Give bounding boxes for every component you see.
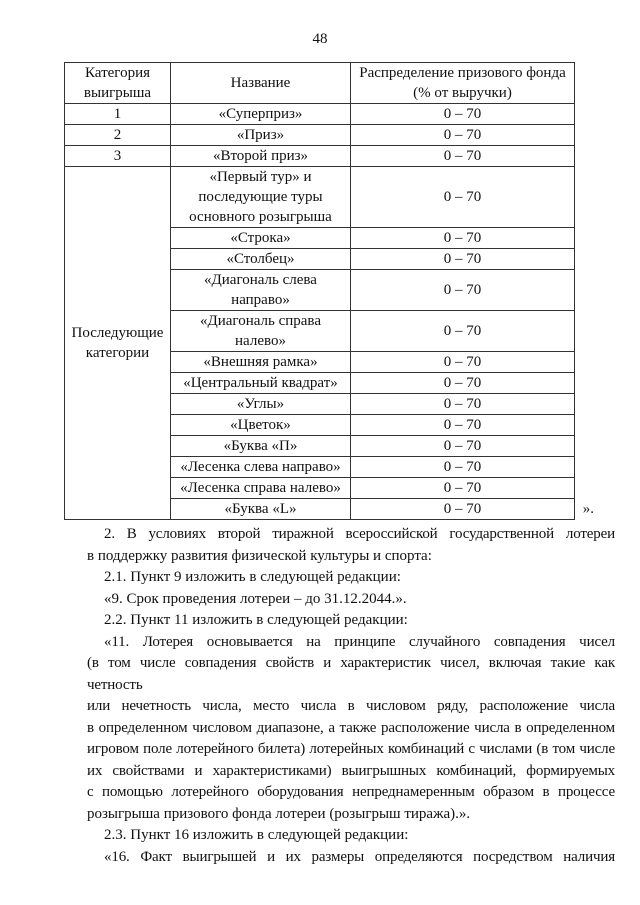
cell-line: «Буква «L» xyxy=(224,501,297,517)
category-cell: 1 xyxy=(64,103,171,125)
table-header-cell: Название xyxy=(170,62,351,104)
category-cell-group: Последующие категории xyxy=(64,166,171,520)
text-line: (в том числе совпадения свойств и характ… xyxy=(87,655,615,693)
cell-line: «Углы» xyxy=(236,396,285,412)
cell-line: «Цветок» xyxy=(230,417,291,433)
name-cell: «Центральный квадрат» xyxy=(170,372,351,394)
text-line: в определенном числовом диапазоне, а так… xyxy=(87,719,615,736)
distribution-cell: 0 – 70 xyxy=(350,124,575,146)
cell-line: «Суперприз» xyxy=(218,106,303,122)
cell-line: «Диагональ слева xyxy=(204,272,317,288)
cell-line: (% от выручки) xyxy=(413,85,512,101)
distribution-cell: 0 – 70 xyxy=(350,435,575,457)
text-line: 2.1. Пункт 9 изложить в следующей редакц… xyxy=(104,569,401,585)
table-header-cell: Категория выигрыша xyxy=(64,62,171,104)
name-cell: «Столбец» xyxy=(170,248,351,270)
distribution-cell: 0 – 70 xyxy=(350,414,575,436)
name-cell: «Цветок» xyxy=(170,414,351,436)
cell-line: выигрыша xyxy=(83,85,152,101)
text-line: «9. Срок проведения лотереи – до 31.12.2… xyxy=(104,590,407,607)
cell-line: «Приз» xyxy=(236,127,285,143)
text-line: или нечетность числа, место числа в числ… xyxy=(87,698,615,714)
prize-table: Категория выигрыша Название Распределение п… xyxy=(64,62,575,520)
cell-line: «Центральный квадрат» xyxy=(183,375,338,391)
text-line: «11. Лотерея основывается на принципе сл… xyxy=(104,633,615,650)
text-line: 2. В условиях второй тиражной всероссийс… xyxy=(104,526,615,542)
cell-line: «Диагональ справа xyxy=(200,313,321,329)
table-row: «Буква «L» 0 – 70 xyxy=(65,498,575,520)
text-line: с помощью лотерейного оборудования непре… xyxy=(87,784,615,800)
distribution-cell: 0 – 70 xyxy=(350,248,575,270)
cell-line: налево» xyxy=(235,333,286,349)
text-line: 2.2. Пункт 11 изложить в следующей редак… xyxy=(104,612,408,628)
category-cell: 3 xyxy=(64,145,171,167)
name-cell: «Приз» xyxy=(170,124,351,146)
cell-line: Последующие xyxy=(71,325,164,341)
distribution-cell: 0 – 70 xyxy=(350,166,575,228)
name-cell: «Лесенка слева направо» xyxy=(170,456,351,478)
name-cell: «Первый тур» и последующие туры основного … xyxy=(170,166,351,228)
distribution-cell: 0 – 70 xyxy=(350,103,575,125)
table-row: Последующие категории «Первый тур» и послед… xyxy=(64,166,575,520)
table-row: 3 «Второй приз» 0 – 70 xyxy=(64,145,575,167)
name-cell: «Углы» xyxy=(170,393,351,415)
distribution-cell: 0 – 70 xyxy=(350,351,575,373)
name-cell: «Суперприз» xyxy=(170,103,351,125)
table-row: 1 «Суперприз» 0 – 70 xyxy=(64,103,575,125)
cell-line: «Столбец» xyxy=(226,251,295,267)
name-cell: «Строка» xyxy=(170,227,351,249)
cell-line: основного розыгрыша xyxy=(189,209,332,225)
cell-line: «Внешняя рамка» xyxy=(203,354,318,370)
distribution-cell: 0 – 70 xyxy=(350,227,575,249)
cell-line: Категория xyxy=(85,65,150,81)
name-cell: «Диагональ слева направо» xyxy=(170,269,351,311)
cell-line: «Лесенка справа налево» xyxy=(180,480,341,496)
distribution-cell: 0 – 70 xyxy=(350,372,575,394)
text-line: игровом поле лотерейного билета) лотерей… xyxy=(87,741,615,757)
cell-line: Название xyxy=(230,75,291,91)
closing-quote: ». xyxy=(582,501,594,517)
cell-line: категории xyxy=(85,345,150,361)
name-cell: «Второй приз» xyxy=(170,145,351,167)
table-row: «Лесенка справа налево» 0 – 70 xyxy=(65,477,575,499)
distribution-cell: 0 – 70 xyxy=(350,498,575,520)
table-header-row: Категория выигрыша Название Распределение п… xyxy=(64,62,575,104)
text-line: розыгрыша призового фонда лотереи (розыг… xyxy=(87,805,471,822)
name-cell: «Буква «П» xyxy=(170,435,351,457)
table-row: 2 «Приз» 0 – 70 xyxy=(64,124,575,146)
text-line: в поддержку развития физической культуры… xyxy=(87,547,432,564)
cell-line: последующие туры xyxy=(198,189,323,205)
cell-line: «Буква «П» xyxy=(223,438,298,454)
table-row: «Цветок» 0 – 70 xyxy=(65,414,575,436)
distribution-cell: 0 – 70 xyxy=(350,393,575,415)
text-line: 2.3. Пункт 16 изложить в следующей редак… xyxy=(104,827,409,843)
text-line: их свойствами и характеристиками) выигры… xyxy=(87,762,615,779)
table-row: «Диагональ слева направо» 0 – 70 xyxy=(65,269,575,311)
name-cell: «Буква «L» xyxy=(170,498,351,520)
text-line: «16. Факт выигрышей и их размеры определ… xyxy=(104,848,615,865)
document-body: 2. В условиях второй тиражной всероссийс… xyxy=(87,524,615,868)
cell-line: Распределение призового фонда xyxy=(359,65,566,81)
distribution-cell: 0 – 70 xyxy=(350,310,575,352)
cell-line: «Первый тур» и xyxy=(209,169,312,185)
cell-line: «Лесенка слева направо» xyxy=(180,459,341,475)
cell-line: направо» xyxy=(231,292,290,308)
table-header-cell: Распределение призового фонда (% от выруч… xyxy=(350,62,575,104)
cell-line: «Строка» xyxy=(230,230,291,246)
distribution-cell: 0 – 70 xyxy=(350,269,575,311)
name-cell: «Лесенка справа налево» xyxy=(170,477,351,499)
page-number: 48 xyxy=(312,31,328,47)
name-cell: «Внешняя рамка» xyxy=(170,351,351,373)
distribution-cell: 0 – 70 xyxy=(350,456,575,478)
prize-table-wrapper: Категория выигрыша Название Распределение п… xyxy=(64,62,594,520)
distribution-cell: 0 – 70 xyxy=(350,145,575,167)
category-cell: 2 xyxy=(64,124,171,146)
cell-line: «Второй приз» xyxy=(212,148,309,164)
distribution-cell: 0 – 70 xyxy=(350,477,575,499)
name-cell: «Диагональ справа налево» xyxy=(170,310,351,352)
